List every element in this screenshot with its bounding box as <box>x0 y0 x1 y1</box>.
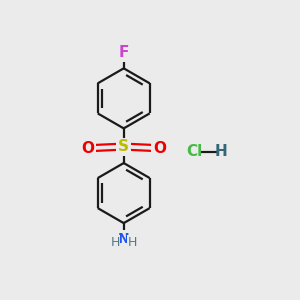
Text: O: O <box>153 140 166 155</box>
Text: Cl: Cl <box>186 144 202 159</box>
Text: S: S <box>118 140 129 154</box>
Text: F: F <box>118 45 129 60</box>
Text: H: H <box>128 236 137 249</box>
Text: O: O <box>81 140 94 155</box>
Text: H: H <box>110 236 120 249</box>
Text: N: N <box>118 232 130 246</box>
Text: H: H <box>214 144 227 159</box>
